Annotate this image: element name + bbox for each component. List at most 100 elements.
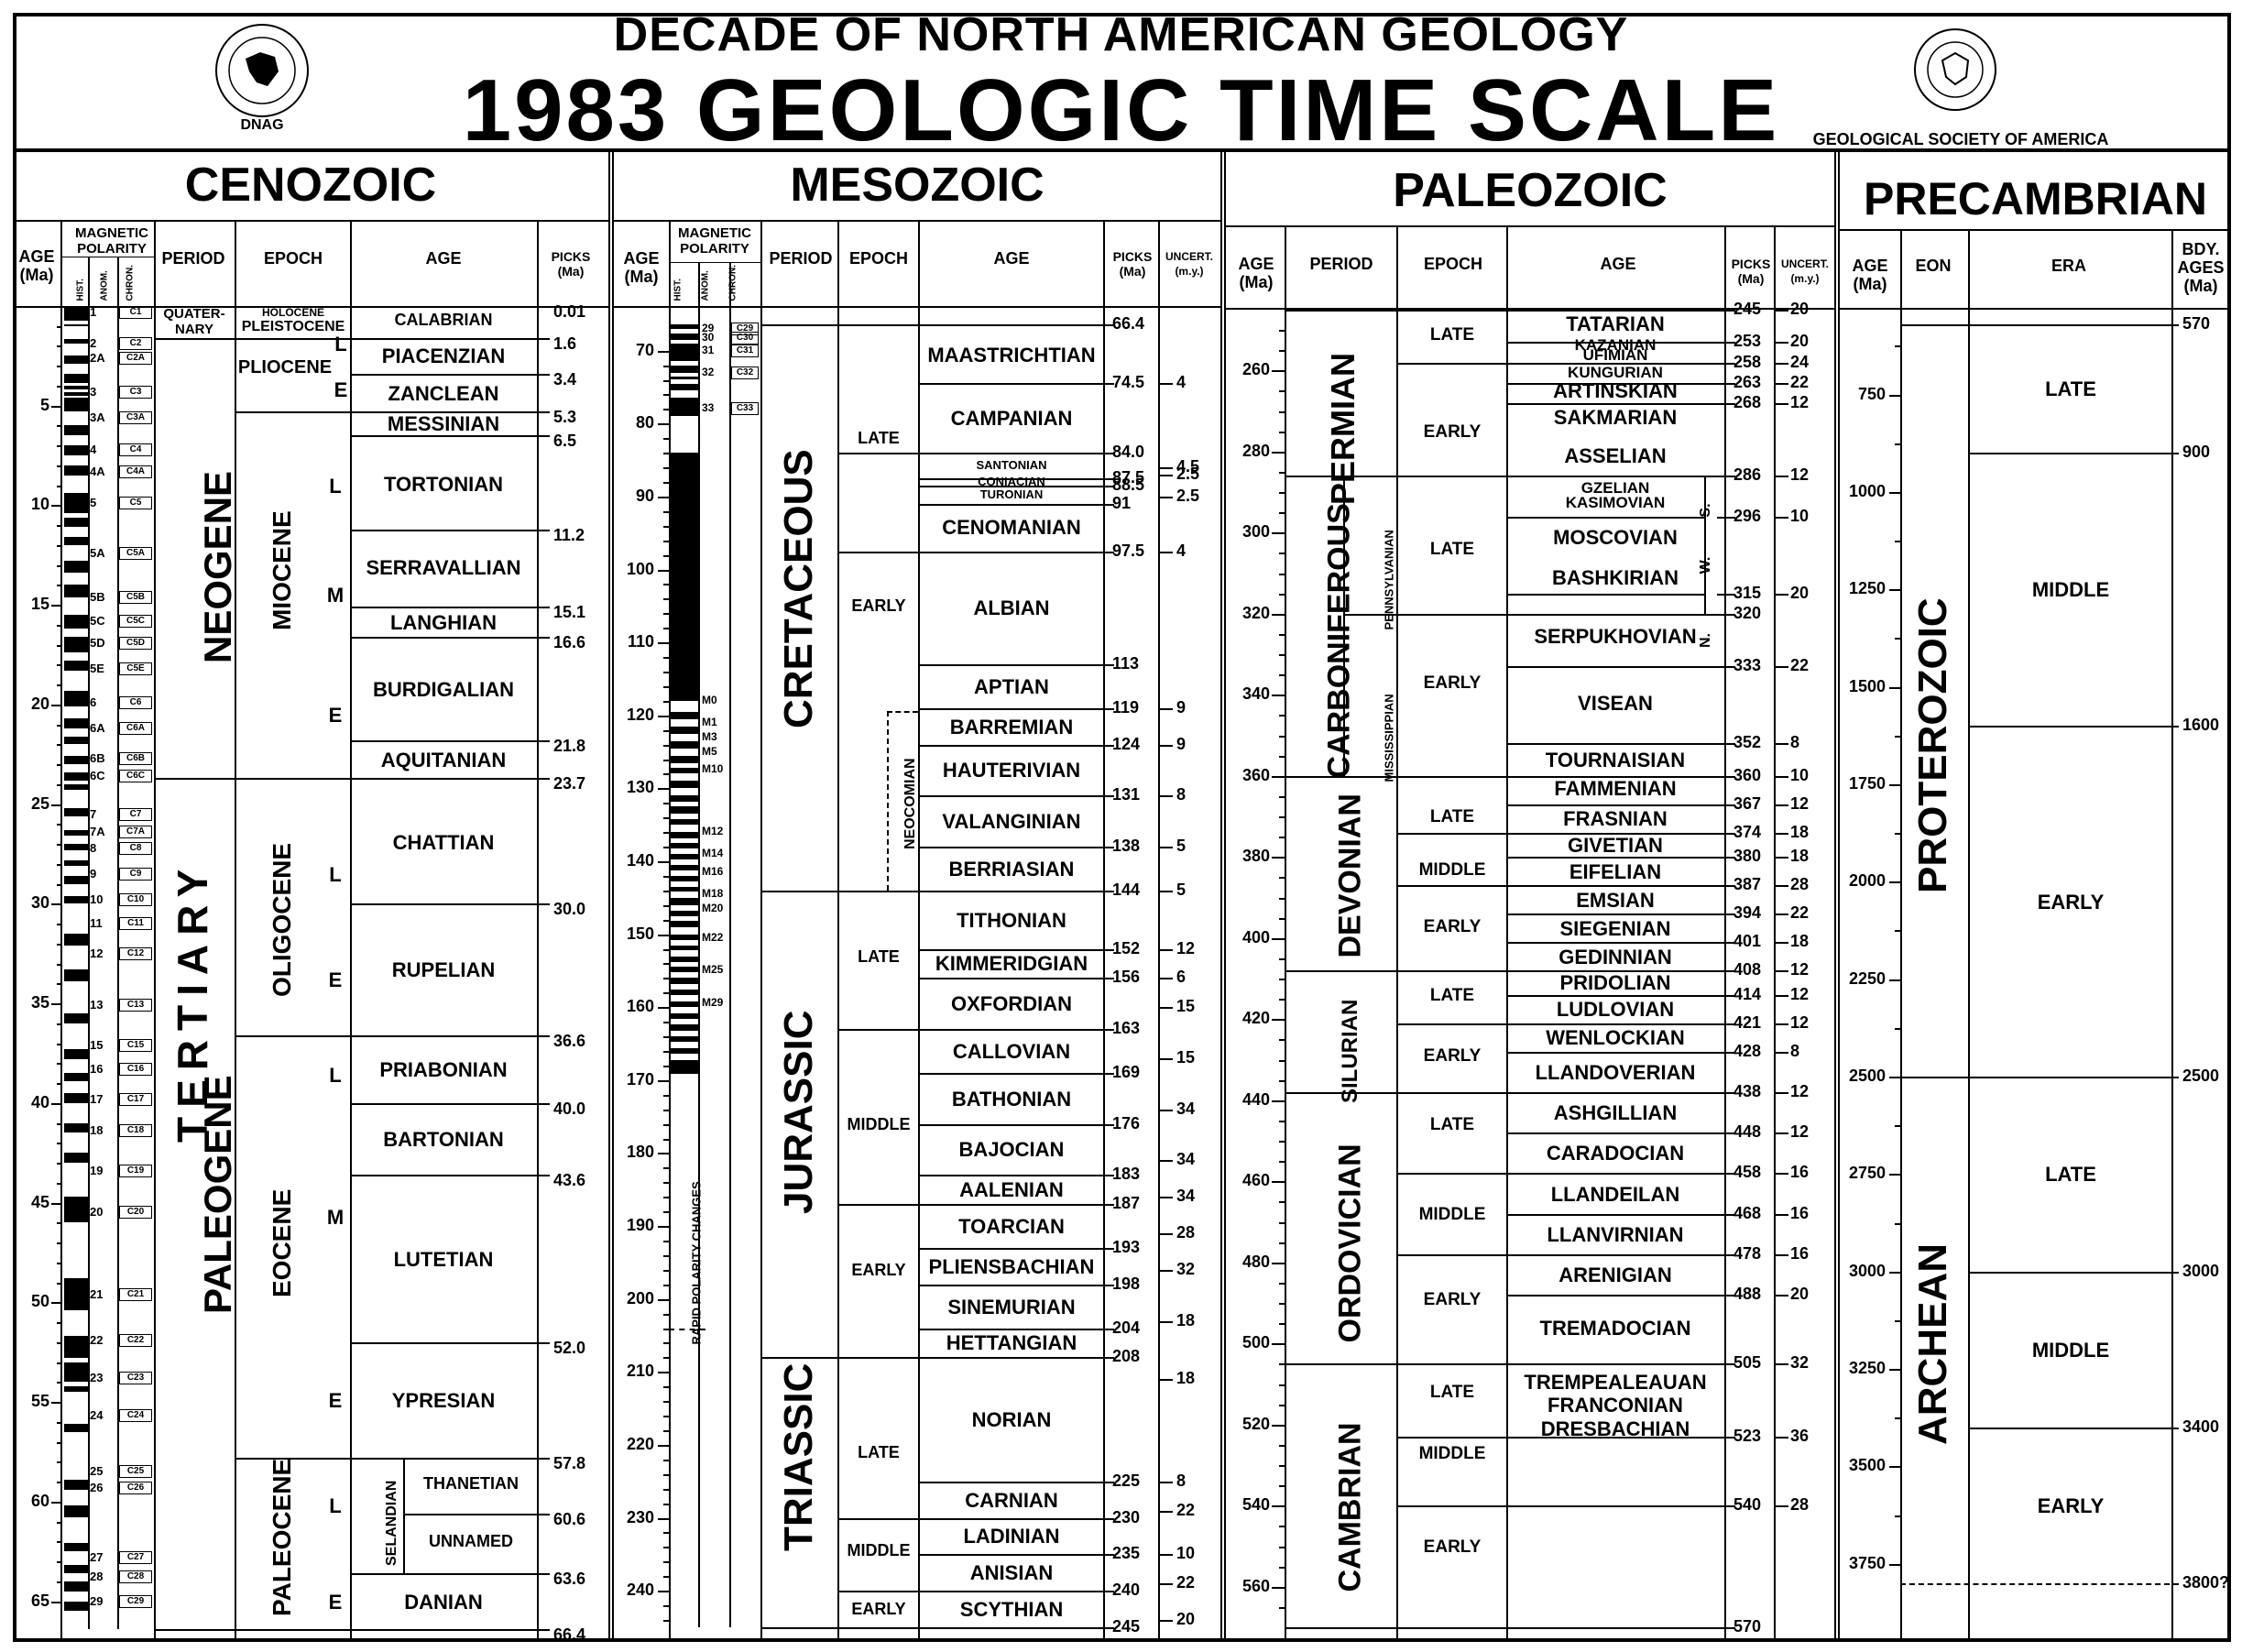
prec-col-age: AGE (Ma): [1852, 257, 1888, 293]
meso-pick-tick: [1096, 744, 1114, 747]
meso-anomaly-label: M10: [702, 762, 724, 776]
meso-stage-label: HETTANGIAN: [946, 1331, 1077, 1355]
polarity-normal-band: [64, 844, 88, 850]
paleo-uncert-tick: [1776, 970, 1788, 973]
paleo-boundary-line: [1285, 970, 1724, 973]
paleo-minor-tick: [1279, 1465, 1286, 1467]
paleo-epoch-label: LATE: [1429, 1115, 1475, 1135]
paleo-stage-label: LLANVIRNIAN: [1547, 1222, 1684, 1246]
paleo-age-tick-label: 360: [1241, 765, 1270, 784]
paleo-vline-age: [1285, 225, 1286, 1642]
meso-uncert-tick: [1160, 1510, 1173, 1513]
meso-minor-tick: [663, 1328, 671, 1330]
paleo-epoch-label: MIDDLE: [1418, 1204, 1486, 1224]
ceno-age-tick-label: 20: [30, 694, 49, 713]
stage-label: CALABRIAN: [394, 311, 493, 330]
meso-uncert-label: 18: [1176, 1369, 1196, 1388]
paleo-stage-label: MOSCOVIAN: [1553, 525, 1678, 549]
holocene-label: HOLOCENE: [261, 306, 324, 319]
stage-label: BURDIGALIAN: [373, 677, 514, 701]
paleo-boundary-line: [1285, 775, 1724, 778]
meso-chron-label: C30: [731, 332, 759, 345]
paleo-stage-label: CARADOCIAN: [1546, 1142, 1685, 1165]
meso-anomaly-label: 31: [702, 343, 715, 356]
paleo-subepoch-line: [1704, 476, 1706, 614]
cambrian-label: CAMBRIAN: [1332, 1422, 1368, 1592]
paleo-uncert-label: 12: [1790, 960, 1810, 979]
paleo-epoch-label: EARLY: [1423, 673, 1482, 694]
paleo-minor-tick: [1279, 633, 1286, 636]
meso-minor-tick: [663, 1138, 671, 1141]
polarity-normal-band: [64, 517, 88, 528]
paleo-pick-tick: [1717, 1213, 1735, 1216]
stage-label: PRIABONIAN: [379, 1057, 508, 1081]
meso-stage-label: SINEMURIAN: [947, 1295, 1076, 1318]
meso-vline-epoch: [918, 220, 920, 1642]
meso-minor-tick: [663, 409, 671, 411]
anomaly-label: 12: [90, 946, 104, 960]
meso-boundary-line: [837, 1029, 1103, 1032]
meso-age-tick: [658, 934, 671, 936]
ceno-minor-tick: [57, 1023, 62, 1025]
meso-mag-sub2: [729, 262, 731, 1627]
meso-minor-tick: [663, 1547, 671, 1549]
paleo-pick-label: 333: [1733, 656, 1762, 675]
prec-minor-tick: [1895, 541, 1902, 543]
ceno-pick-tick: [531, 740, 550, 743]
meso-anomaly-label: M25: [702, 963, 724, 977]
meso-pick-tick: [1096, 795, 1114, 798]
paleo-minor-tick: [1279, 1444, 1286, 1447]
paleo-age-tick: [1272, 370, 1286, 373]
paleo-uncert-tick: [1776, 310, 1788, 312]
paleo-pick-label: 438: [1733, 1081, 1762, 1100]
ceno-col-age: AGE (Ma): [18, 247, 55, 284]
anomaly-label: 5A: [90, 545, 105, 560]
paleo-pick-label: 478: [1733, 1243, 1762, 1263]
ceno-boundary-line: [350, 903, 537, 906]
meso-minor-tick: [663, 540, 671, 542]
paleo-col-picks: PICKS (Ma): [1731, 257, 1771, 286]
meso-uncert-tick: [1160, 1379, 1173, 1382]
meso-stage-label: CENOMANIAN: [942, 516, 1081, 540]
paleo-age-tick-label: 480: [1241, 1252, 1270, 1271]
ceno-age-tick-label: 30: [30, 893, 49, 913]
meso-pick-label: 193: [1112, 1237, 1141, 1256]
paleo-uncert-tick: [1776, 743, 1788, 746]
meso-polarity-normal-band: [671, 795, 698, 802]
ceno-age-tick-label: 25: [30, 793, 49, 813]
paleo-pick-label: 448: [1733, 1122, 1762, 1142]
meso-boundary-line: [837, 453, 1103, 455]
ceno-boundary-line: [350, 607, 537, 609]
paleo-pick-tick: [1717, 1627, 1735, 1629]
prec-title-line: [1840, 229, 2231, 231]
meso-uncert-label: 34: [1176, 1150, 1196, 1169]
stage-label: MESSINIAN: [387, 412, 500, 436]
meso-stage-label: LADINIAN: [963, 1525, 1060, 1548]
prec-age-tick: [1889, 1174, 1902, 1176]
stage-label: RUPELIAN: [391, 958, 496, 982]
paleo-epoch-label: MIDDLE: [1418, 859, 1486, 880]
polarity-normal-band: [64, 718, 88, 729]
dnag-label: DNAG: [240, 117, 284, 133]
chron-label: C25: [119, 1465, 152, 1479]
meso-minor-tick: [663, 671, 671, 673]
ceno-minor-tick: [57, 325, 62, 328]
ceno-pick-label: 0.01: [553, 302, 586, 322]
ceno-pick-tick: [531, 1513, 550, 1515]
stage-label: UNNAMED: [429, 1532, 513, 1551]
meso-minor-tick: [663, 904, 671, 907]
chron-label: C3: [119, 385, 152, 399]
prec-boundary-line: [1968, 726, 2179, 728]
ceno-pick-label: 36.6: [553, 1031, 586, 1050]
paleo-uncert-label: 20: [1790, 332, 1810, 351]
meso-minor-tick: [663, 1313, 671, 1316]
paleo-minor-tick: [1279, 1546, 1286, 1548]
meso-age-tick: [658, 496, 671, 498]
meso-polarity-normal-band: [671, 343, 698, 361]
meso-age-tick: [658, 350, 671, 353]
paleo-pick-label: 523: [1733, 1427, 1762, 1446]
ceno-minor-tick: [57, 744, 62, 747]
paleo-uncert-label: 16: [1790, 1203, 1810, 1222]
meso-stage-label: HAUTERIVIAN: [942, 759, 1081, 782]
paleo-minor-tick: [1279, 715, 1286, 717]
